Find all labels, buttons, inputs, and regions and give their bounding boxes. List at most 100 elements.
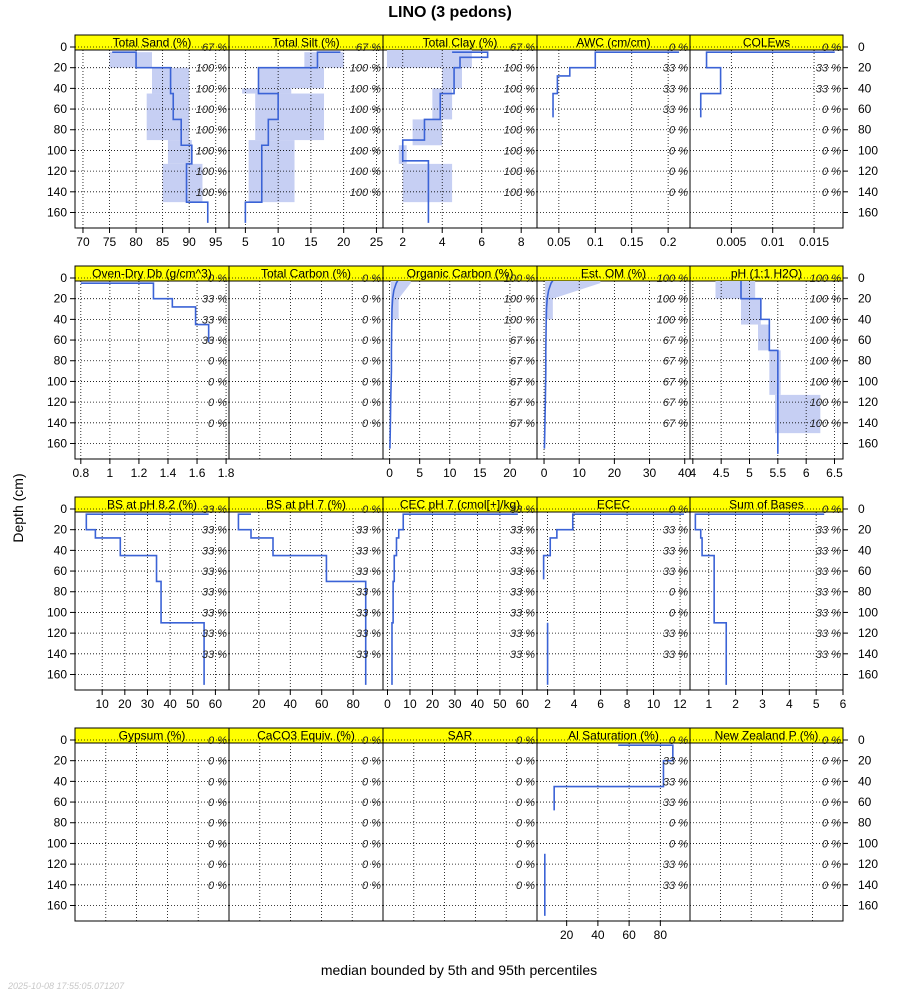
data-fraction-label: 33 %: [816, 607, 841, 619]
data-fraction-label: 67 %: [356, 42, 381, 54]
data-fraction-label: 0 %: [362, 880, 381, 892]
panel-strip-label: Oven-Dry Db (g/cm^3): [92, 267, 212, 281]
y-tick-label: 20: [54, 523, 68, 537]
data-fraction-label: 0 %: [516, 756, 535, 768]
x-tick-label: 80: [654, 928, 668, 942]
percentile-band: [390, 281, 411, 320]
median-lines: [740, 281, 779, 454]
panel-0: Total Sand (%) 67 % 100 % 100 % 100 % 100 % 10…: [47, 34, 230, 249]
panel-10: BS at pH 8.2 (%) 33 % 33 % 33 % 33 % 33 % 33 %…: [47, 496, 230, 711]
data-fraction-label: 0 %: [822, 504, 841, 516]
y-tick-label: 40: [54, 543, 68, 557]
x-tick-label: 20: [337, 235, 351, 249]
median-lines: [389, 281, 399, 449]
y-tick-label: 80: [858, 816, 872, 830]
median-line: [80, 282, 210, 343]
data-fraction-label: 100 %: [810, 294, 841, 306]
data-fraction-label: 0 %: [208, 273, 227, 285]
data-fraction-label: 67 %: [663, 376, 688, 388]
panel-3: AWC (cm/cm) 0 % 33 % 33 % 33 % 0 % 0 % 0 % 0 % 0.…: [536, 34, 691, 249]
data-fraction-label: 0 %: [362, 818, 381, 830]
y-tick-label: 80: [858, 354, 872, 368]
x-tick-label: 5: [416, 466, 423, 480]
x-tick-label: 6.5: [826, 466, 843, 480]
data-fraction-label: 100 %: [350, 63, 381, 75]
data-fraction-label: 33 %: [663, 63, 688, 75]
median-line: [237, 513, 367, 685]
x-tick-label: 30: [448, 697, 462, 711]
x-tick-label: 1.6: [189, 466, 206, 480]
median-line: [85, 513, 209, 685]
data-fraction-label: 100 %: [350, 145, 381, 157]
panel-border: [689, 496, 844, 691]
x-tick-label: 6: [840, 697, 847, 711]
data-fraction-label: 0 %: [669, 607, 688, 619]
x-tick-label: 0.1: [587, 235, 604, 249]
x-tick-label: 1.4: [160, 466, 177, 480]
data-fraction-label: 0 %: [822, 104, 841, 116]
y-tick-label: 80: [54, 585, 68, 599]
y-tick-label: 80: [858, 123, 872, 137]
data-fraction-label: 0 %: [822, 145, 841, 157]
x-tick-label: 80: [346, 697, 360, 711]
panel-17: SAR 0 % 0 % 0 % 0 % 0 % 0 % 0 % 0 %: [382, 727, 538, 922]
panel-11: BS at pH 7 (%) 0 % 33 % 33 % 33 % 33 % 33 % 33 …: [228, 496, 384, 711]
data-fraction-label: 100 %: [810, 397, 841, 409]
y-tick-label: 60: [54, 564, 68, 578]
data-fraction-label: 0 %: [822, 735, 841, 747]
panel-border: [689, 34, 844, 229]
data-fraction-label: 67 %: [510, 397, 535, 409]
x-tick-label: 5: [242, 235, 249, 249]
percentile-band: [775, 394, 821, 434]
data-fraction-label: 0 %: [822, 838, 841, 850]
y-tick-label: 60: [54, 795, 68, 809]
y-tick-label: 100: [47, 836, 67, 850]
data-fraction-label: 33 %: [356, 545, 381, 557]
data-fraction-label: 33 %: [663, 525, 688, 537]
data-fraction-label: 0 %: [362, 294, 381, 306]
y-tick-label: 120: [47, 164, 67, 178]
data-fraction-label: 0 %: [516, 797, 535, 809]
grid: [690, 739, 843, 921]
x-tick-label: 0.015: [799, 235, 829, 249]
panel-strip-label: Total Carbon (%): [261, 267, 351, 281]
data-fraction-label: 33 %: [663, 104, 688, 116]
y-tick-label: 120: [47, 857, 67, 871]
data-fraction-label: 0 %: [362, 356, 381, 368]
x-tick-label: 0: [384, 697, 391, 711]
data-fraction-label: 0 %: [208, 756, 227, 768]
percentile-band: [304, 52, 344, 68]
panel-strip-label: Total Clay (%): [423, 36, 498, 50]
x-tick-label: 95: [209, 235, 223, 249]
data-fraction-label: 33 %: [202, 587, 227, 599]
y-tick-label: 60: [858, 102, 872, 116]
data-fraction-label: 33 %: [816, 587, 841, 599]
panel-strip-label: Total Silt (%): [272, 36, 339, 50]
grid: [229, 277, 383, 459]
y-tick-label: 0: [60, 40, 67, 54]
data-fraction-label: 100 %: [504, 145, 535, 157]
y-tick-label: 0: [858, 271, 865, 285]
median-lines: [542, 513, 685, 685]
panel-strip-label: Total Sand (%): [113, 36, 192, 50]
y-tick-label: 0: [60, 502, 67, 516]
x-tick-label: 0: [541, 466, 548, 480]
x-tick-label: 80: [129, 235, 143, 249]
data-fraction-label: 0 %: [208, 859, 227, 871]
panel-14: Sum of Bases 0 % 33 % 33 % 33 % 33 % 33 % 33 % 3…: [689, 496, 878, 711]
data-fraction-label: 33 %: [510, 628, 535, 640]
data-fraction-label: 33 %: [663, 776, 688, 788]
data-fraction-label: 67 %: [202, 42, 227, 54]
data-fraction-label: 67 %: [663, 356, 688, 368]
x-tick-label: 1.8: [218, 466, 235, 480]
panel-strip-label: Sum of Bases: [729, 498, 804, 512]
y-tick-label: 0: [60, 733, 67, 747]
grid: [229, 739, 383, 921]
x-tick-label: 1: [107, 466, 114, 480]
x-tick-label: 2: [544, 697, 551, 711]
data-fraction-label: 100 %: [196, 104, 227, 116]
median-line: [740, 281, 779, 454]
data-fraction-label: 0 %: [362, 335, 381, 347]
data-fraction-label: 33 %: [202, 607, 227, 619]
data-fraction-label: 100 %: [810, 335, 841, 347]
